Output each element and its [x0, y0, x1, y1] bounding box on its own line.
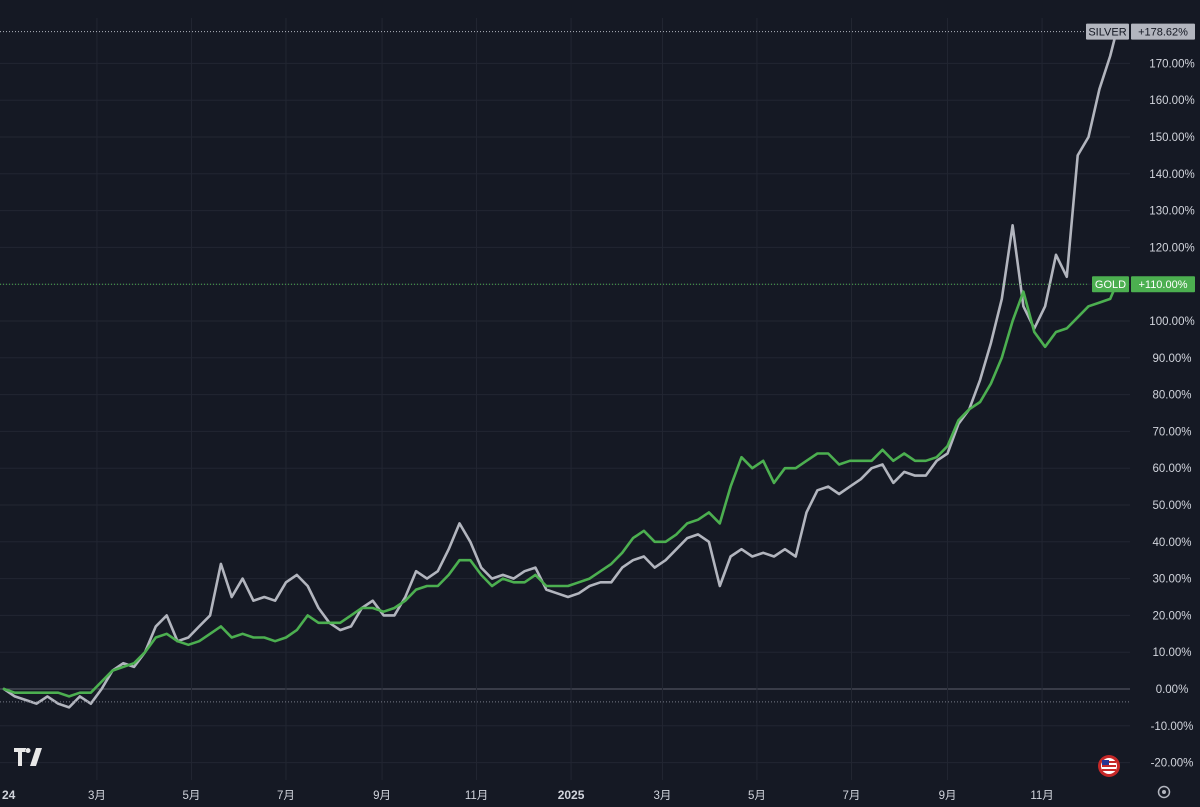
y-tick-label: 20.00% [1152, 610, 1191, 622]
y-tick-label: 10.00% [1152, 647, 1191, 659]
x-tick-label: 3月 [654, 790, 672, 802]
y-tick-label: 50.00% [1152, 500, 1191, 512]
logo-icon [14, 748, 42, 766]
x-tick-label: 11月 [465, 790, 488, 802]
x-axis[interactable]: 24 3月 5月 7月 9月 11月 2025 3月 5月 7月 9月 11月 [2, 788, 1054, 802]
y-axis[interactable]: -20.00% -10.00% 0.00% 10.00% 20.00% 30.00% 40.… [1149, 58, 1194, 769]
last-value-labels: SILVER +178.62% GOLD +110.00% [1086, 23, 1195, 293]
y-tick-label: 130.00% [1149, 206, 1194, 218]
y-tick-label: 80.00% [1152, 390, 1191, 402]
x-tick-label: 24 [2, 788, 16, 802]
x-tick-label: 9月 [939, 790, 957, 802]
series-line-silver[interactable] [2, 30, 1118, 709]
series-value-tag [1131, 23, 1195, 40]
series-value-tag [1131, 276, 1195, 293]
series-line-gold[interactable] [2, 282, 1118, 698]
y-tick-label: 100.00% [1149, 316, 1194, 328]
series-name-text: SILVER [1088, 27, 1126, 39]
y-tick-label: 150.00% [1149, 132, 1194, 144]
y-tick-label: 90.00% [1152, 353, 1191, 365]
x-tick-label: 9月 [373, 790, 391, 802]
x-tick-label: 5月 [748, 790, 766, 802]
x-tick-label: 3月 [88, 790, 106, 802]
y-tick-label: 30.00% [1152, 574, 1191, 586]
us-flag-icon[interactable] [1098, 755, 1120, 777]
y-tick-label: 160.00% [1149, 95, 1194, 107]
series-name-text: GOLD [1095, 279, 1126, 291]
series-lines [2, 30, 1118, 709]
gear-icon[interactable] [1157, 785, 1171, 799]
series-name-tag [1086, 23, 1129, 40]
y-tick-label: -10.00% [1151, 721, 1194, 733]
x-tick-label: 7月 [843, 790, 861, 802]
series-name-tag [1092, 276, 1129, 293]
x-tick-label: 2025 [558, 788, 585, 802]
y-tick-label: 120.00% [1149, 242, 1194, 254]
grid [0, 18, 1130, 780]
last-value-label-silver: SILVER +178.62% [1086, 23, 1195, 40]
series-value-text: +178.62% [1138, 27, 1188, 39]
y-tick-label: 40.00% [1152, 537, 1191, 549]
x-tick-label: 11月 [1030, 790, 1053, 802]
x-tick-label: 5月 [183, 790, 201, 802]
y-tick-label: 140.00% [1149, 169, 1194, 181]
series-value-text: +110.00% [1138, 279, 1187, 291]
last-value-label-gold: GOLD +110.00% [1092, 276, 1195, 293]
x-tick-label: 7月 [277, 790, 295, 802]
y-tick-label: 0.00% [1156, 684, 1189, 696]
tradingview-logo[interactable] [10, 746, 48, 770]
y-tick-label: 70.00% [1152, 426, 1191, 438]
y-tick-label: 60.00% [1152, 463, 1191, 475]
y-tick-label: -20.00% [1151, 758, 1194, 770]
price-lines [0, 31, 1130, 703]
y-tick-label: 170.00% [1149, 58, 1194, 70]
